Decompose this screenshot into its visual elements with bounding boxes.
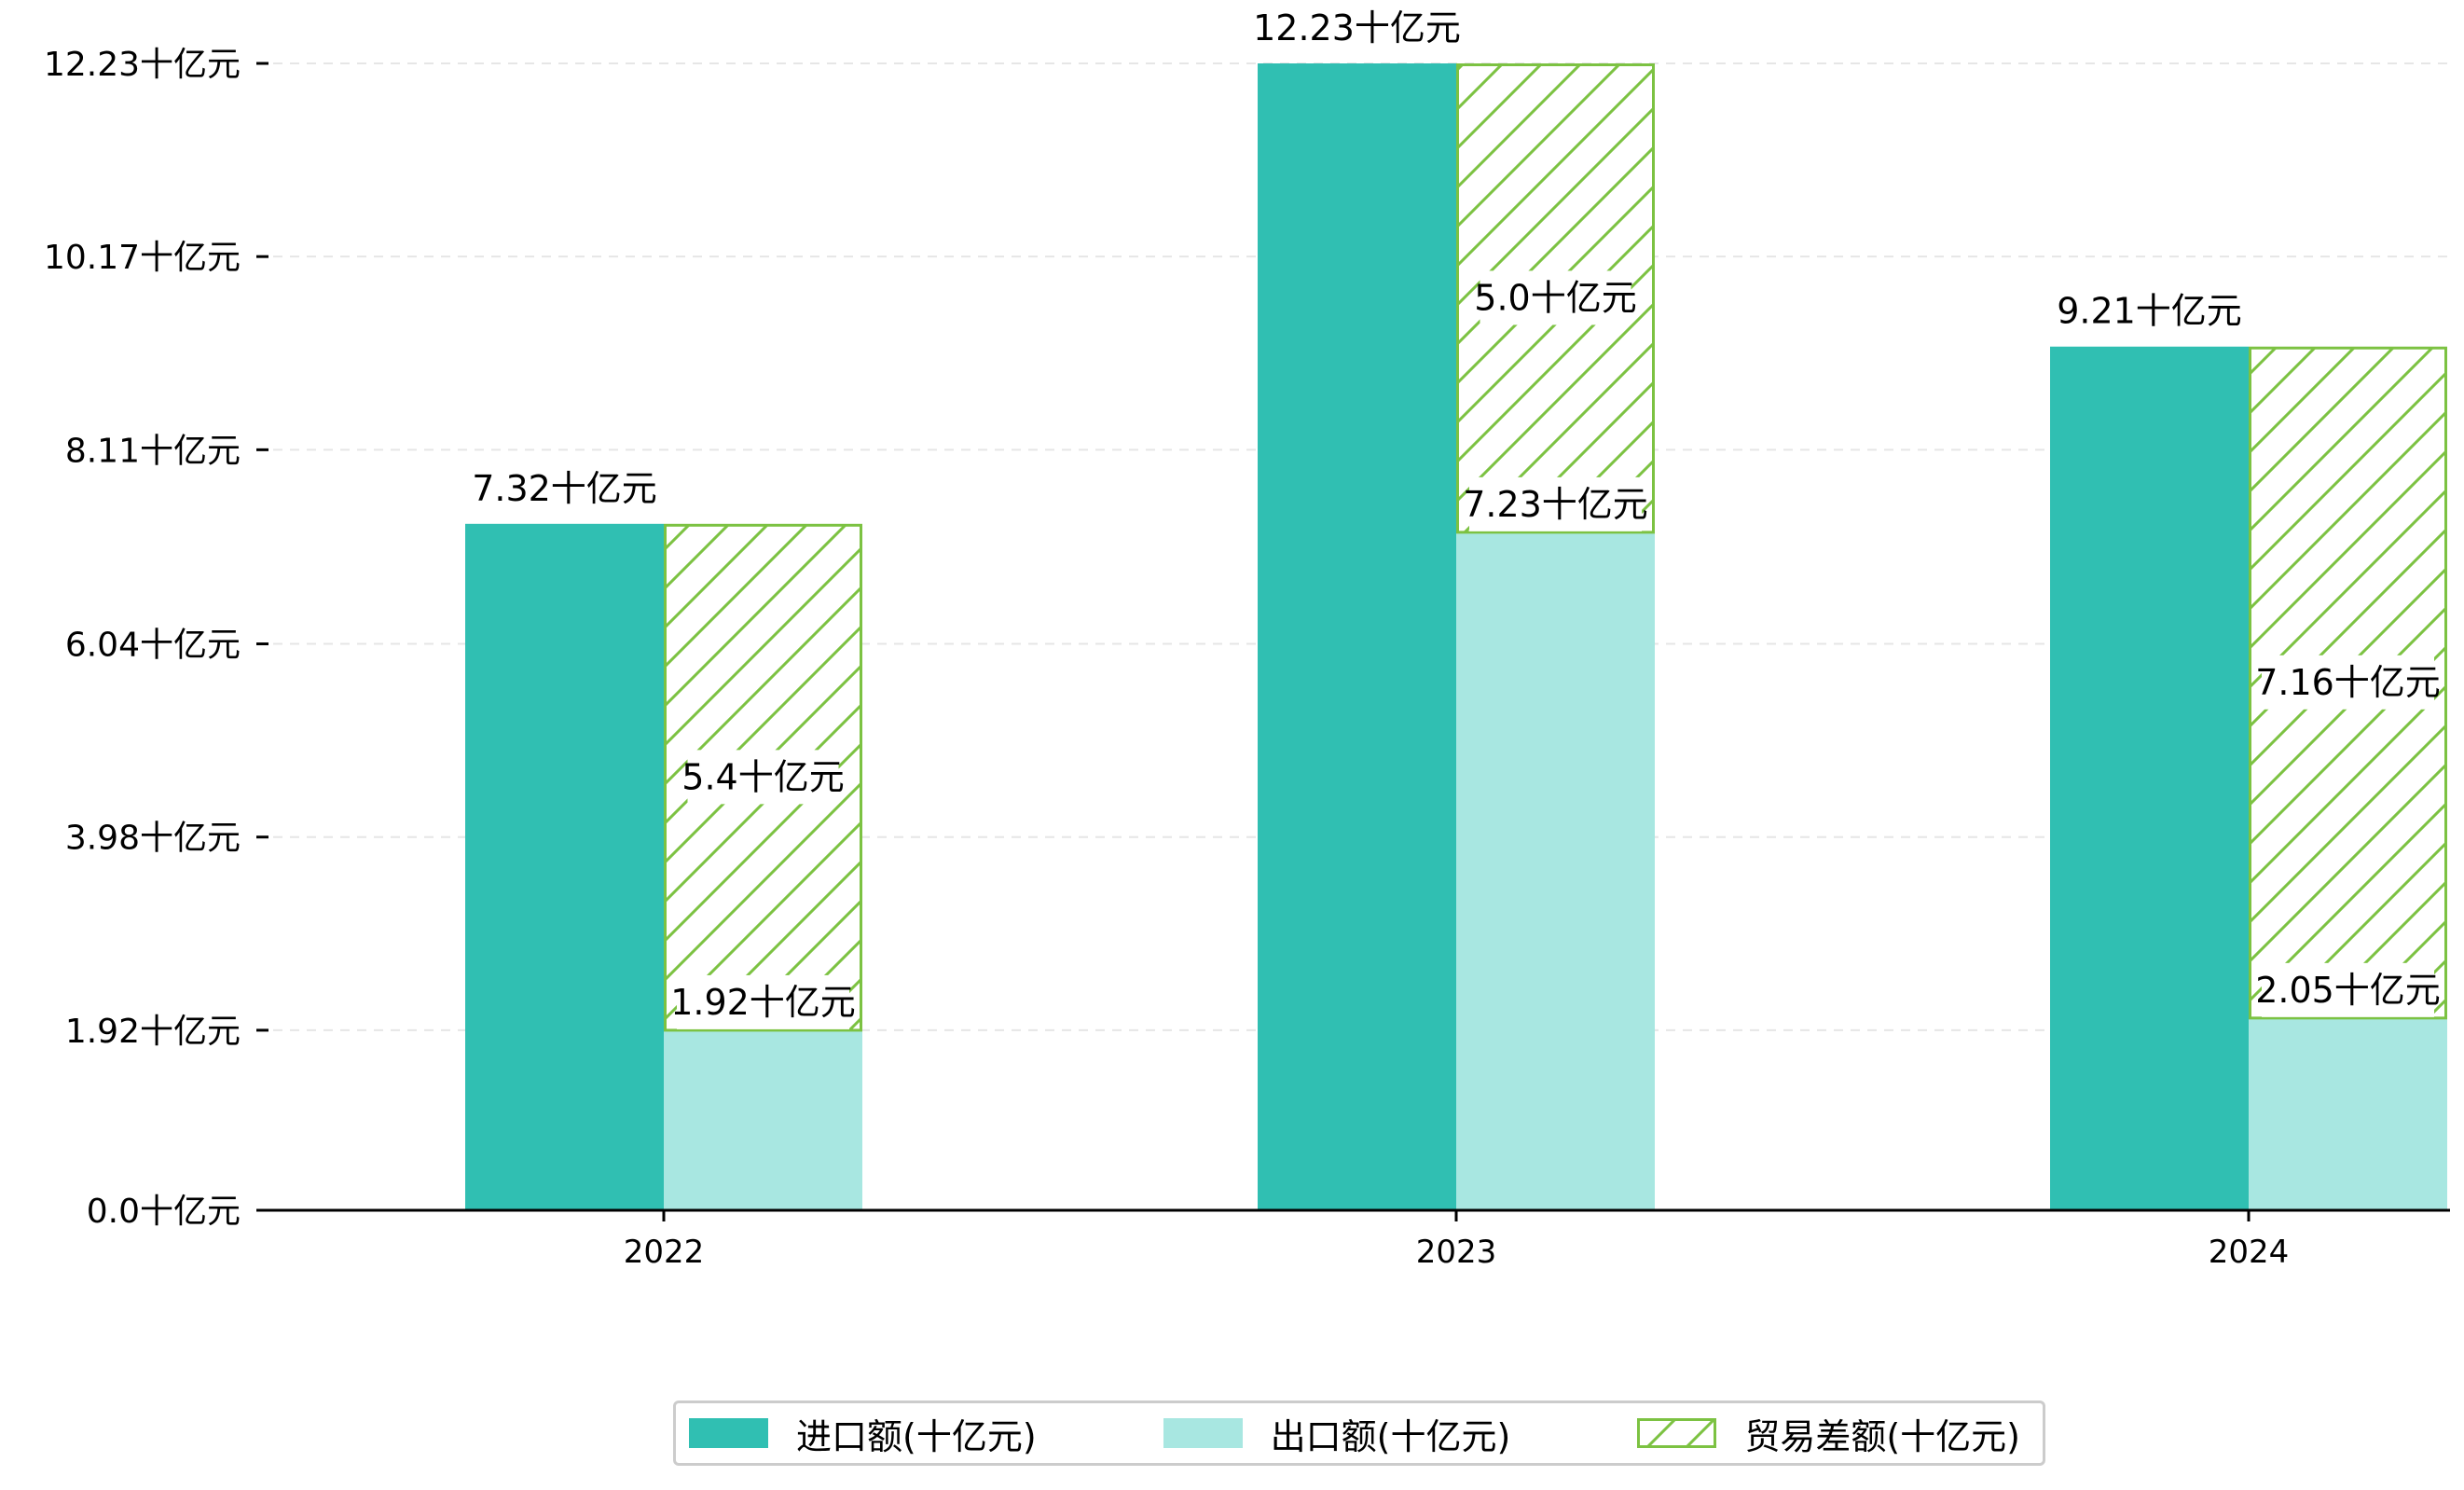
y-tick-label: 6.04十亿元 [65,627,241,665]
bars [465,63,2447,1211]
x-tick-label: 2022 [624,1234,705,1271]
label-balance-2022: 5.4十亿元 [681,756,844,797]
label-balance-2024-bg [2262,655,2434,710]
label-exports-2024: 2.05十亿元 [2255,970,2441,1011]
legend-label-imports: 进口额(十亿元) [796,1415,1037,1457]
bar-exports-2023 [1456,531,1655,1210]
label-imports-2023: 12.23十亿元 [1253,7,1461,48]
legend: 进口额(十亿元) 出口额(十亿元) 贸易差额(十亿元) [673,1400,2045,1466]
y-tick-label: 3.98十亿元 [65,820,241,858]
bar-imports-2022 [465,523,664,1210]
label-exports-2023: 7.23十亿元 [1463,484,1648,525]
label-exports-2022: 1.92十亿元 [670,982,856,1023]
label-imports-2022: 7.32十亿元 [472,468,657,509]
bar-imports-2023 [1258,63,1456,1210]
legend-swatch-imports [689,1418,768,1448]
legend-item-balance: 贸易差额(十亿元) [1637,1414,2020,1457]
legend-swatch-exports [1163,1418,1243,1448]
bar-imports-2024 [2050,346,2249,1211]
label-exports-2022-bg [677,974,849,1029]
legend-label-exports: 出口额(十亿元) [1270,1415,1511,1457]
data-labels: 7.32十亿元 1.92十亿元 5.4十亿元 12.23十亿元 7.23十亿元 5.0十亿… [472,1,2441,1029]
label-imports-2024-bg [2063,283,2236,338]
x-tick-label: 2024 [2209,1234,2290,1271]
y-tick-label: 12.23十亿元 [44,46,241,84]
y-tick-label: 10.17十亿元 [44,239,241,277]
y-tick-label: 0.0十亿元 [87,1193,241,1231]
label-balance-2022-bg [687,750,839,805]
bar-exports-2024 [2249,1017,2447,1210]
legend-swatch-balance [1637,1418,1717,1448]
axes: 0.0十亿元 1.92十亿元 3.98十亿元 6.04十亿元 8.11十亿元 10.17十… [44,46,2450,1271]
y-tick-label: 1.92十亿元 [65,1013,241,1051]
label-balance-2024: 7.16十亿元 [2255,662,2441,703]
label-balance-2023-bg [1480,270,1631,325]
legend-item-exports: 出口额(十亿元) [1163,1414,1510,1457]
label-imports-2022-bg [478,461,651,516]
y-tick-label: 8.11十亿元 [65,432,241,470]
label-imports-2023-bg [1260,1,1454,55]
x-tick-label: 2023 [1416,1234,1497,1271]
bar-exports-2022 [664,1029,862,1210]
label-imports-2024: 9.21十亿元 [2057,291,2242,332]
legend-label-balance: 贸易差额(十亿元) [1744,1415,2020,1457]
label-exports-2023-bg [1469,476,1642,531]
label-exports-2024-bg [2262,962,2434,1017]
legend-item-imports: 进口额(十亿元) [689,1414,1037,1457]
label-balance-2023: 5.0十亿元 [1474,277,1636,318]
